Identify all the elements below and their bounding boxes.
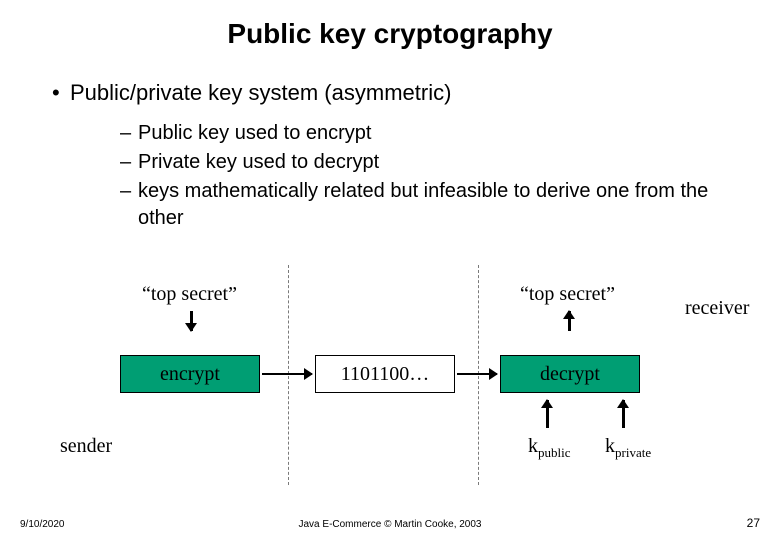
divider-line (478, 265, 479, 485)
arrow-up-icon (546, 400, 549, 428)
arrow-right-icon (457, 373, 497, 375)
sender-label: sender (60, 435, 112, 458)
plaintext-label-right: “top secret” (520, 283, 615, 306)
footer-page-number: 27 (747, 516, 760, 530)
arrow-right-icon (262, 373, 312, 375)
receiver-label: receiver (685, 297, 749, 320)
k-letter: k (605, 435, 615, 457)
decrypt-box: decrypt (500, 355, 640, 393)
crypto-diagram: “top secret” “top secret” receiver encry… (0, 265, 780, 495)
divider-line (288, 265, 289, 485)
arrow-up-icon (568, 311, 571, 331)
sub-bullet-list: Public key used to encrypt Private key u… (120, 120, 740, 234)
arrow-up-icon (622, 400, 625, 428)
main-bullet: Public/private key system (asymmetric) (70, 80, 451, 106)
arrow-down-icon (190, 311, 193, 331)
sub-bullet-item: Private key used to decrypt (120, 149, 740, 176)
sub-bullet-item: keys mathematically related but infeasib… (120, 178, 740, 232)
plaintext-label-left: “top secret” (142, 283, 237, 306)
k-public-label: kpublic (528, 435, 571, 461)
cipher-box: 1101100… (315, 355, 455, 393)
encrypt-box: encrypt (120, 355, 260, 393)
k-private-label: kprivate (605, 435, 651, 461)
k-letter: k (528, 435, 538, 457)
k-subscript: private (615, 445, 651, 460)
slide-title: Public key cryptography (0, 0, 780, 50)
footer-copyright: Java E-Commerce © Martin Cooke, 2003 (0, 519, 780, 530)
k-subscript: public (538, 445, 571, 460)
sub-bullet-item: Public key used to encrypt (120, 120, 740, 147)
